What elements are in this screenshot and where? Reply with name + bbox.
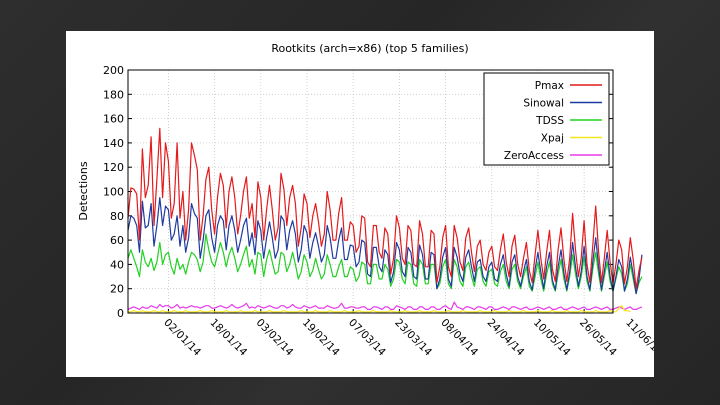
line-chart: Rootkits (arch=x86) (top 5 families) 0 20…	[77, 42, 654, 359]
x-tick-label: 11/06/14	[623, 317, 654, 359]
y-tick-label: 0	[117, 307, 124, 320]
x-tick-label: 03/02/14	[254, 317, 296, 359]
legend-label: TDSS	[535, 115, 564, 127]
x-tick-label: 23/03/14	[392, 317, 434, 359]
y-tick-label: 100	[103, 186, 124, 199]
y-tick-label: 120	[103, 161, 124, 174]
y-axis-label: Detections	[77, 161, 90, 220]
legend-label: ZeroAccess	[504, 150, 564, 162]
y-tick-label: 200	[103, 64, 124, 77]
legend: Pmax Sinowal TDSS Xpaj ZeroAccess	[483, 72, 610, 166]
series-line-zeroaccess	[127, 301, 643, 310]
x-tick-label: 18/01/14	[207, 317, 249, 359]
x-tick-label: 10/05/14	[531, 317, 573, 359]
x-tick-label: 26/05/14	[577, 317, 619, 359]
x-tick-label: 19/02/14	[300, 317, 342, 359]
y-tick-label: 180	[103, 88, 124, 101]
series-line-xpaj	[128, 305, 631, 313]
y-tick-label: 140	[103, 137, 124, 150]
legend-box	[483, 72, 610, 166]
legend-label: Sinowal	[523, 98, 564, 110]
chart-title: Rootkits (arch=x86) (top 5 families)	[271, 42, 468, 55]
slide-canvas: Rootkits (arch=x86) (top 5 families) 0 20…	[66, 31, 654, 377]
x-axis-ticks: 02/01/14 18/01/14 03/02/14 19/02/14 07/03/14…	[161, 309, 654, 359]
y-tick-label: 20	[110, 283, 124, 296]
series-line-pmax	[127, 127, 643, 290]
series-lines	[127, 127, 643, 313]
x-tick-label: 24/04/14	[485, 317, 527, 359]
y-tick-label: 40	[110, 258, 124, 271]
plot-frame	[127, 69, 614, 314]
series-line-sinowal	[127, 197, 643, 295]
x-tick-label: 07/03/14	[346, 317, 388, 359]
legend-label: Pmax	[535, 80, 564, 92]
y-tick-label: 80	[110, 210, 124, 223]
legend-label: Xpaj	[541, 133, 564, 145]
y-tick-label: 60	[110, 234, 124, 247]
x-tick-label: 02/01/14	[161, 317, 203, 359]
y-tick-label: 160	[103, 113, 124, 126]
x-tick-label: 08/04/14	[438, 317, 480, 359]
y-axis-ticks: 0 20 40 60 80 100 120 140 160 180 200	[103, 64, 613, 320]
